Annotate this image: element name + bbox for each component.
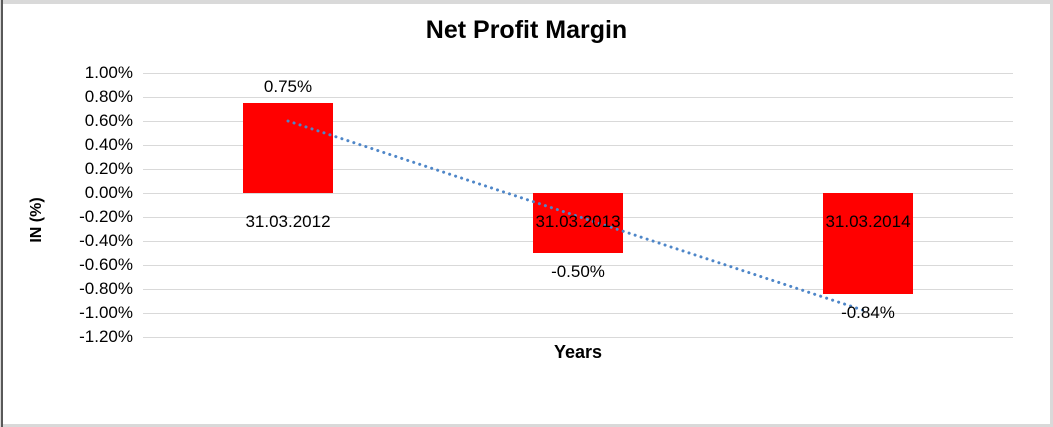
data-label: -0.84% — [841, 302, 895, 322]
y-axis-title: IN (%) — [28, 197, 45, 243]
y-axis-tick-label: -1.20% — [79, 327, 133, 346]
category-label: 31.03.2014 — [825, 212, 911, 231]
y-axis-tick-label: 0.40% — [84, 135, 133, 154]
y-axis-tick-label: 0.00% — [84, 183, 133, 202]
y-axis-tick-label: -0.20% — [79, 207, 133, 226]
x-axis-title: Years — [553, 342, 603, 362]
frame-border-left-outer — [0, 0, 1, 427]
y-axis-tick-label: -0.60% — [79, 255, 133, 274]
frame-border-bottom — [0, 424, 1053, 427]
y-axis-tick-label: 1.00% — [84, 63, 133, 82]
chart-title: Net Profit Margin — [425, 16, 628, 44]
category-label: 31.03.2012 — [245, 212, 331, 231]
y-axis-tick-label: 0.80% — [84, 87, 133, 106]
frame-border-right — [1050, 0, 1053, 427]
y-axis-tick-label: 0.20% — [84, 159, 133, 178]
y-axis-tick-label: 0.60% — [84, 111, 133, 130]
category-label: 31.03.2013 — [535, 212, 621, 231]
y-axis-tick-label: -0.40% — [79, 231, 133, 250]
y-axis-tick-label: -0.80% — [79, 279, 133, 298]
data-label: 0.75% — [263, 77, 313, 96]
gridline — [143, 336, 1013, 338]
frame-border-top — [0, 0, 1053, 4]
frame-border-left-inner — [1, 0, 3, 427]
y-axis-tick-label: -1.00% — [79, 303, 133, 322]
data-label: -0.50% — [551, 262, 605, 281]
gridline — [143, 72, 1013, 74]
gridline — [143, 96, 1013, 98]
